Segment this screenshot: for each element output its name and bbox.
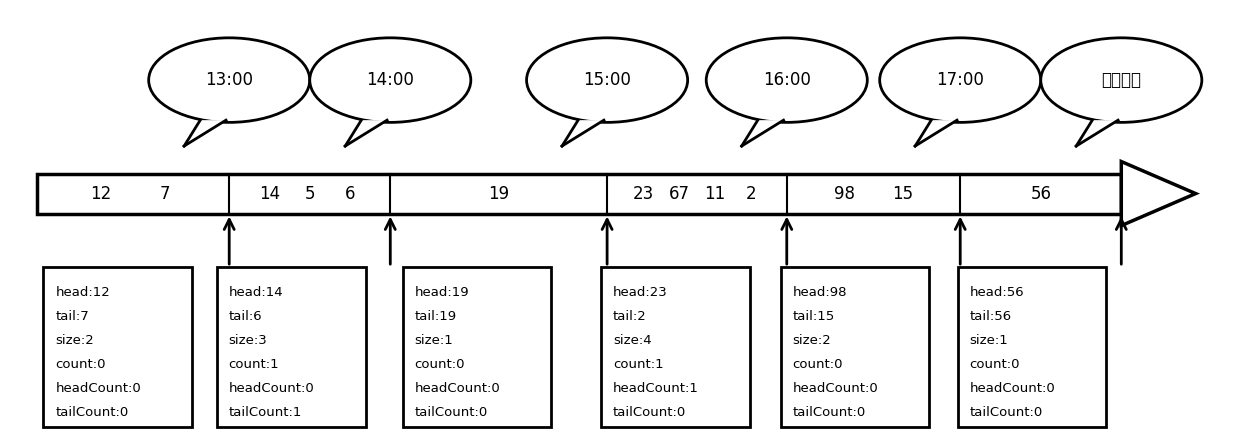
Text: tail:2: tail:2 <box>613 310 647 323</box>
Text: 16:00: 16:00 <box>763 71 810 89</box>
Text: 19: 19 <box>488 185 509 202</box>
Ellipse shape <box>527 38 688 122</box>
Text: size:2: size:2 <box>56 334 94 347</box>
Text: tailCount:0: tailCount:0 <box>793 406 866 419</box>
Text: size:2: size:2 <box>793 334 831 347</box>
Text: tailCount:0: tailCount:0 <box>415 406 488 419</box>
Text: 2: 2 <box>746 185 756 202</box>
Text: size:1: size:1 <box>970 334 1009 347</box>
Polygon shape <box>185 120 225 146</box>
Polygon shape <box>1077 120 1118 146</box>
Text: 12: 12 <box>90 185 112 202</box>
Bar <box>217 267 366 427</box>
Ellipse shape <box>149 38 310 122</box>
Ellipse shape <box>310 38 471 122</box>
Ellipse shape <box>1041 38 1202 122</box>
Text: head:19: head:19 <box>415 286 470 299</box>
Text: head:98: head:98 <box>793 286 847 299</box>
Bar <box>37 174 1121 214</box>
Text: tail:19: tail:19 <box>415 310 457 323</box>
Bar <box>958 267 1106 427</box>
Text: 7: 7 <box>160 185 171 202</box>
Text: size:3: size:3 <box>229 334 268 347</box>
Text: tail:7: tail:7 <box>56 310 89 323</box>
Text: 15:00: 15:00 <box>584 71 631 89</box>
Text: 56: 56 <box>1031 185 1051 202</box>
Text: headCount:1: headCount:1 <box>613 382 699 395</box>
Text: count:0: count:0 <box>793 358 843 371</box>
Text: head:23: head:23 <box>613 286 668 299</box>
Text: 67: 67 <box>669 185 689 202</box>
Text: 5: 5 <box>305 185 315 202</box>
Text: count:0: count:0 <box>970 358 1020 371</box>
Ellipse shape <box>706 38 867 122</box>
Text: tailCount:1: tailCount:1 <box>229 406 302 419</box>
Text: headCount:0: headCount:0 <box>229 382 315 395</box>
Text: size:1: size:1 <box>415 334 453 347</box>
Text: headCount:0: headCount:0 <box>793 382 878 395</box>
Text: 98: 98 <box>834 185 855 202</box>
Bar <box>43 267 192 427</box>
Text: 17:00: 17:00 <box>937 71 984 89</box>
Text: 当前时间: 当前时间 <box>1101 71 1141 89</box>
Text: tail:56: tail:56 <box>970 310 1012 323</box>
Text: size:4: size:4 <box>613 334 652 347</box>
Text: 14: 14 <box>259 185 280 202</box>
Text: 13:00: 13:00 <box>206 71 253 89</box>
Text: tailCount:0: tailCount:0 <box>970 406 1043 419</box>
Polygon shape <box>916 120 957 146</box>
Text: tail:15: tail:15 <box>793 310 835 323</box>
Text: 14:00: 14:00 <box>367 71 414 89</box>
Text: 11: 11 <box>704 185 726 202</box>
Polygon shape <box>563 120 603 146</box>
Bar <box>403 267 551 427</box>
Text: 15: 15 <box>892 185 913 202</box>
Text: tailCount:0: tailCount:0 <box>56 406 129 419</box>
Text: 6: 6 <box>344 185 356 202</box>
Text: count:0: count:0 <box>56 358 105 371</box>
Text: tail:6: tail:6 <box>229 310 263 323</box>
Polygon shape <box>1121 162 1196 226</box>
Polygon shape <box>346 120 387 146</box>
Text: head:14: head:14 <box>229 286 284 299</box>
Text: headCount:0: headCount:0 <box>415 382 501 395</box>
Text: headCount:0: headCount:0 <box>970 382 1056 395</box>
Text: head:56: head:56 <box>970 286 1025 299</box>
Ellipse shape <box>880 38 1041 122</box>
Text: head:12: head:12 <box>56 286 110 299</box>
Text: headCount:0: headCount:0 <box>56 382 141 395</box>
Text: tailCount:0: tailCount:0 <box>613 406 686 419</box>
Text: 23: 23 <box>632 185 654 202</box>
Text: count:1: count:1 <box>613 358 663 371</box>
Bar <box>781 267 929 427</box>
Text: count:0: count:0 <box>415 358 465 371</box>
Polygon shape <box>742 120 783 146</box>
Text: count:1: count:1 <box>229 358 279 371</box>
Bar <box>601 267 750 427</box>
